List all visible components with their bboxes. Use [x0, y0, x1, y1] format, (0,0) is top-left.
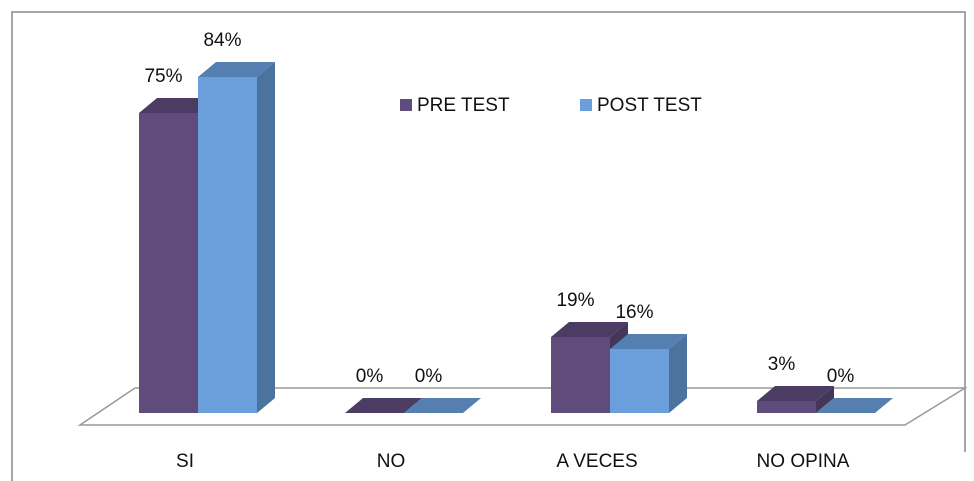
data-label: 84% — [203, 30, 241, 51]
data-label: 19% — [556, 290, 594, 311]
bar — [610, 349, 669, 413]
bar-top — [404, 398, 481, 413]
bar-top — [757, 386, 834, 401]
data-label: 0% — [827, 366, 855, 387]
bar — [139, 113, 198, 413]
data-label: 0% — [415, 366, 443, 387]
bar-side — [816, 386, 834, 413]
floor — [77, 387, 968, 426]
data-label: 0% — [356, 366, 384, 387]
bar — [757, 401, 816, 413]
legend-label: POST TEST — [597, 95, 702, 116]
x-tick-label: NO — [377, 451, 406, 472]
legend-swatch — [580, 99, 592, 111]
bar-side — [669, 334, 687, 413]
bar-top — [816, 398, 893, 413]
legend-swatch — [400, 99, 412, 111]
bar-top — [198, 62, 275, 77]
bar-top — [345, 398, 422, 413]
bar — [551, 337, 610, 413]
bar-top — [610, 334, 687, 349]
legend-label: PRE TEST — [417, 95, 510, 116]
data-label: 75% — [144, 66, 182, 87]
data-label: 16% — [615, 302, 653, 323]
bar-top — [551, 322, 628, 337]
data-label: 3% — [768, 354, 796, 375]
bar-top — [139, 98, 216, 113]
bar — [198, 77, 257, 413]
chart-frame — [11, 11, 966, 481]
x-tick-label: NO OPINA — [757, 451, 850, 472]
x-tick-label: A VECES — [556, 451, 637, 472]
x-tick-label: SI — [176, 451, 194, 472]
bar-side — [257, 62, 275, 413]
